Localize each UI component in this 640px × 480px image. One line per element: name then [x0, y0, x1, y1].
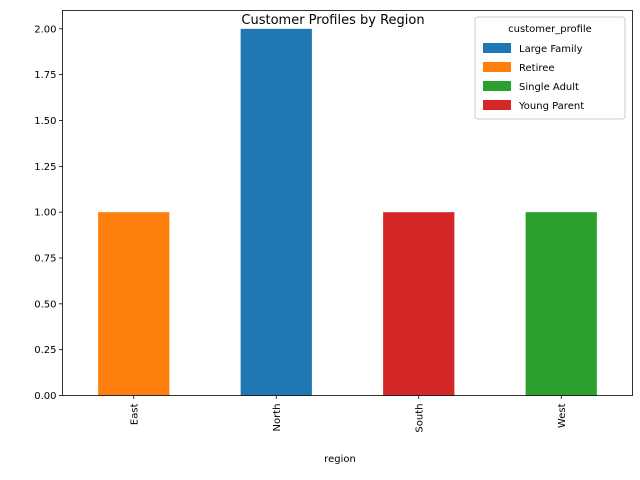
legend-swatch [483, 43, 511, 53]
y-tick-label: 1.00 [34, 208, 56, 219]
chart-title: Customer Profiles by Region [241, 13, 424, 28]
legend-label: Single Adult [519, 82, 579, 93]
x-tick-label: East [129, 403, 140, 425]
legend-label: Young Parent [518, 101, 584, 112]
plot-frame [62, 10, 633, 396]
legend-title: customer_profile [508, 24, 592, 35]
y-tick-label: 0.75 [34, 254, 56, 265]
x-tick-label: North [272, 404, 283, 432]
legend: customer_profile Large Family Retiree Singl… [474, 16, 626, 120]
y-tick-label: 2.00 [34, 24, 56, 35]
y-tick-label: 1.75 [34, 70, 56, 81]
bar-west-single-adult [525, 212, 597, 396]
y-tick-label: 1.50 [34, 116, 56, 127]
y-axis: 0.00 0.25 0.50 0.75 1.00 1.25 1.50 1.75 2.00 [34, 24, 63, 402]
legend-swatch [483, 100, 511, 110]
legend-label: Large Family [519, 44, 583, 55]
legend-box [474, 16, 626, 120]
bars [98, 28, 597, 396]
x-tick-label: West [557, 403, 568, 428]
legend-swatch [483, 81, 511, 91]
bar-south-young-parent [383, 212, 455, 396]
x-axis: East North South West [129, 395, 568, 433]
y-tick-label: 0.25 [34, 345, 56, 356]
bar-east-retiree [98, 212, 170, 396]
bar-north-large-family [240, 28, 312, 396]
x-axis-label: region [324, 454, 356, 465]
legend-swatch [483, 62, 511, 72]
x-tick-label: South [414, 404, 425, 433]
y-tick-label: 0.50 [34, 299, 56, 310]
y-tick-label: 1.25 [34, 162, 56, 173]
legend-label: Retiree [519, 63, 555, 74]
y-tick-label: 0.00 [34, 391, 56, 402]
